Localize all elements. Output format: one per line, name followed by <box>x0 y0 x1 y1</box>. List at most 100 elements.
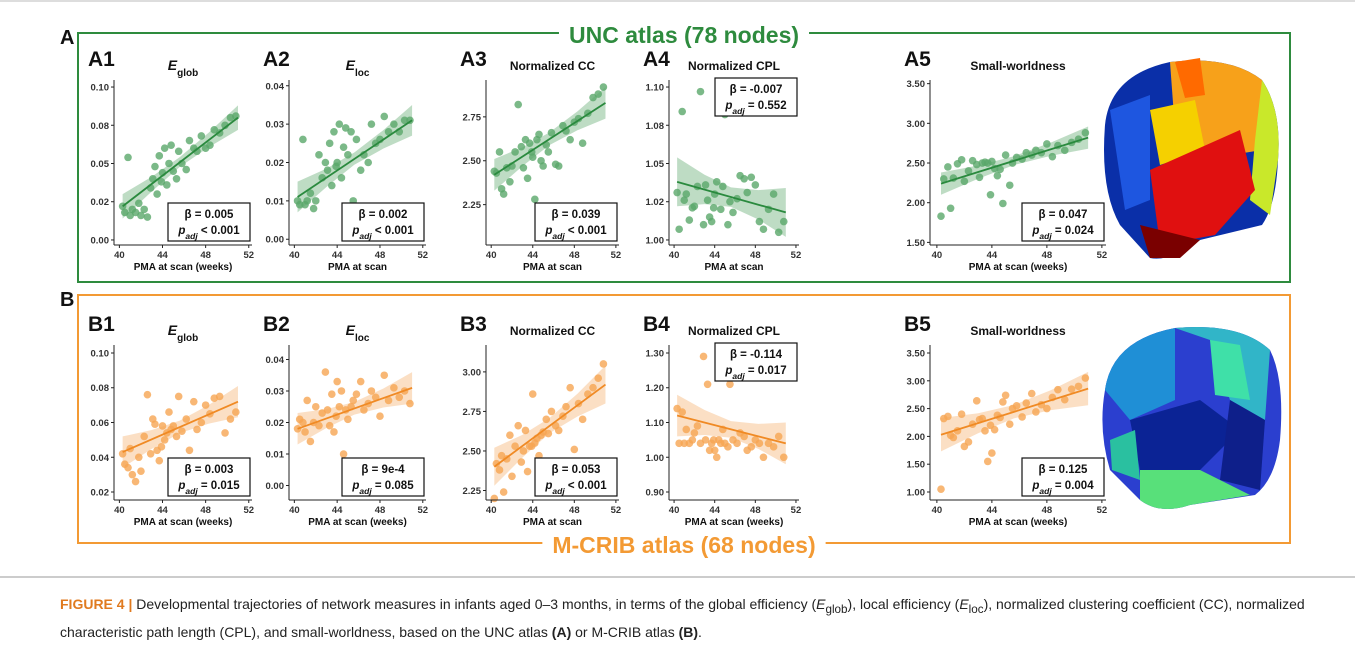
data-point <box>539 162 547 170</box>
data-point <box>755 439 764 448</box>
data-point <box>367 120 376 128</box>
y-tick-label: 2.50 <box>907 404 926 415</box>
y-tick-label: 0.00 <box>266 235 285 246</box>
y-tick-label: 2.25 <box>463 200 482 211</box>
data-point <box>337 174 346 182</box>
data-point <box>986 190 995 199</box>
data-point <box>726 197 734 206</box>
data-point <box>939 175 948 183</box>
annotation-p-text: = 0.552 <box>745 100 787 112</box>
y-tick-label: 0.03 <box>266 386 285 397</box>
data-point <box>673 188 681 197</box>
x-tick-label: 40 <box>486 250 497 261</box>
data-point <box>137 211 145 220</box>
annotation-p: padj = 0.017 <box>724 365 786 381</box>
fit-line <box>122 400 239 453</box>
data-point <box>988 157 996 166</box>
caption-symbol: E <box>959 596 969 612</box>
chart-panel-label: A1 <box>88 48 115 71</box>
annotation-p-sub: adj <box>732 106 745 116</box>
data-point <box>1018 413 1026 421</box>
data-point <box>688 436 697 444</box>
x-tick-label: 40 <box>669 505 680 516</box>
data-point <box>295 200 304 209</box>
data-point <box>544 148 553 156</box>
data-point <box>724 443 732 451</box>
annotation-p-text: < 0.001 <box>565 480 607 492</box>
annotation-beta: β = 0.039 <box>552 209 601 221</box>
chart-title: Eloc <box>346 322 370 344</box>
data-point <box>325 421 334 430</box>
data-point <box>352 135 361 144</box>
chart-panel-label: A5 <box>904 48 931 71</box>
panel-title: UNC atlas (78 nodes) <box>569 22 799 48</box>
y-tick-label: 2.00 <box>907 198 926 209</box>
annotation-beta: β = 0.003 <box>185 464 234 476</box>
data-point <box>747 173 756 182</box>
data-point <box>160 144 169 153</box>
data-point <box>716 205 725 214</box>
data-point <box>499 488 508 496</box>
x-tick-label: 48 <box>200 505 211 516</box>
data-point <box>215 392 224 401</box>
data-point <box>349 396 358 405</box>
x-tick-label: 48 <box>1042 250 1053 261</box>
x-tick-label: 48 <box>750 505 761 516</box>
fit-line <box>122 116 239 208</box>
data-point <box>193 147 201 156</box>
data-point <box>682 190 691 198</box>
data-point <box>562 402 570 411</box>
annotation-box <box>714 342 798 382</box>
data-point <box>303 197 311 205</box>
x-tick-label: 44 <box>527 250 538 261</box>
data-point <box>1054 385 1062 394</box>
data-point <box>769 190 778 198</box>
chart: B1 Eglob 0.02 0.04 0.06 0.08 0.10 40 44 48 52 PMA a… <box>88 313 254 528</box>
y-tick-label: 0.01 <box>266 450 285 461</box>
data-point <box>185 136 194 145</box>
data-point <box>981 427 989 435</box>
data-point <box>1001 151 1010 159</box>
data-point <box>325 139 334 148</box>
annotation-p-text: = 0.015 <box>198 480 240 492</box>
annotation-beta: β = 0.053 <box>552 464 601 476</box>
y-tick-label: 0.08 <box>91 383 110 394</box>
x-tick-label: 40 <box>669 250 680 261</box>
data-point <box>743 188 752 197</box>
y-tick-label: 0.02 <box>266 158 285 169</box>
annotation-p-text: < 0.001 <box>198 225 240 237</box>
x-tick-label: 52 <box>1097 505 1108 516</box>
figure-graphics: A UNC atlas (78 nodes) B M-CRIB atlas (68 n… <box>0 0 1355 578</box>
data-point <box>311 402 320 411</box>
annotation-p: padj < 0.001 <box>351 225 414 241</box>
data-point <box>344 415 352 424</box>
fit-line <box>493 102 606 176</box>
data-point <box>356 166 365 174</box>
y-tick-label: 0.05 <box>91 159 110 170</box>
data-point <box>341 124 350 132</box>
annotation-box <box>167 202 251 242</box>
annotation-p-sub: adj <box>1039 231 1052 241</box>
caption-subscript: glob <box>825 602 848 616</box>
caption-text: or M-CRIB atlas <box>571 623 679 640</box>
chart-title: Normalized CPL <box>688 59 780 73</box>
data-point <box>779 217 788 226</box>
caption-text: Developmental trajectories of network me… <box>132 596 817 612</box>
x-axis-label: PMA at scan <box>523 262 582 273</box>
chart-panel-label: B3 <box>460 313 487 336</box>
data-point <box>719 182 727 191</box>
x-tick-label: 44 <box>157 505 168 516</box>
data-point <box>759 225 768 234</box>
annotation-p-sub: adj <box>185 486 198 496</box>
chart: A1 Eglob 0.00 0.02 0.05 0.08 0.10 40 44 48 52 PMA a… <box>88 48 254 273</box>
data-point <box>554 426 563 435</box>
data-point <box>544 429 553 438</box>
y-tick-label: 2.75 <box>463 407 482 418</box>
fit-line <box>940 387 1089 436</box>
data-point <box>972 397 981 405</box>
data-point <box>131 477 140 486</box>
chart-title-sub: glob <box>177 68 198 79</box>
data-point <box>303 396 311 405</box>
chart: A4 Normalized CPL 1.00 1.02 1.05 1.08 1.10 40 44… <box>643 48 801 273</box>
annotation-p-symbol: p <box>724 365 732 377</box>
